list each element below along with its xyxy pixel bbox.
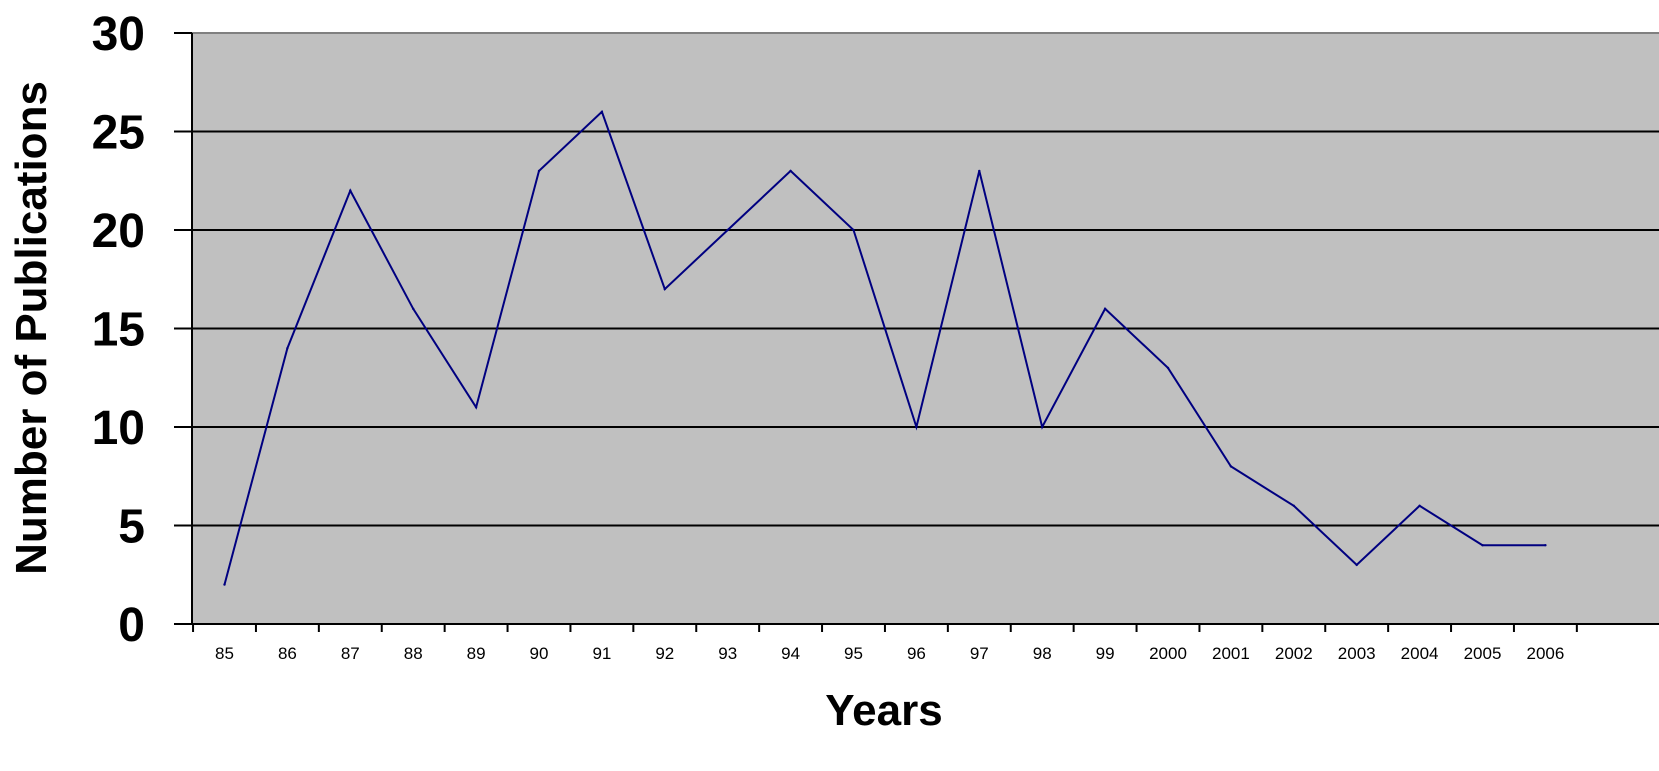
data-point [474, 406, 478, 409]
x-tick-label: 87 [341, 644, 360, 663]
x-tick-label: 97 [970, 644, 989, 663]
x-tick-label: 96 [907, 644, 926, 663]
data-point [852, 228, 855, 232]
x-tick-label: 90 [530, 644, 549, 663]
x-tick-label: 92 [655, 644, 674, 663]
x-tick-label: 93 [718, 644, 737, 663]
x-axis-title: Years [825, 686, 942, 735]
series-layer [223, 110, 1547, 586]
y-tick-label: 15 [92, 304, 145, 357]
data-point [1544, 544, 1547, 547]
x-tick-label: 2005 [1464, 644, 1502, 663]
data-point [1103, 307, 1107, 310]
data-point [412, 307, 415, 310]
y-tick-label: 10 [92, 402, 145, 455]
data-point [1481, 544, 1484, 547]
y-tick-label: 0 [118, 599, 145, 652]
x-tick-label: 2004 [1401, 644, 1439, 663]
data-point [537, 169, 541, 173]
y-tick-label: 25 [92, 107, 145, 160]
x-tick-label: 85 [215, 644, 234, 663]
x-tick-label: 89 [467, 644, 486, 663]
y-tick-label: 30 [92, 8, 145, 61]
data-point [286, 347, 289, 350]
y-tick-label: 5 [118, 501, 145, 554]
x-tick-label: 91 [592, 644, 611, 663]
x-tick-label: 94 [781, 644, 800, 663]
x-tick-label: 2006 [1526, 644, 1564, 663]
x-tick-label: 2002 [1275, 644, 1313, 663]
x-tick-label: 86 [278, 644, 297, 663]
data-point [1292, 504, 1296, 507]
data-point [1041, 425, 1044, 429]
data-point [978, 169, 981, 173]
data-point [600, 110, 604, 114]
series-line [223, 110, 1546, 585]
data-point [1355, 563, 1358, 567]
data-point [663, 287, 666, 291]
x-tick-label: 99 [1096, 644, 1115, 663]
data-point [726, 228, 729, 232]
x-axis: 85 86 87 88 89 90 91 92 93 94 95 96 97 98 99 2000 2001 20… [174, 623, 1659, 663]
y-axis-title: Number of Publications [7, 81, 56, 575]
x-tick-label: 2001 [1212, 644, 1250, 663]
data-point [789, 169, 792, 173]
y-axis: 0 5 10 15 20 25 30 [92, 8, 193, 652]
data-point [1229, 465, 1233, 468]
data-point [1166, 366, 1170, 370]
gridlines [192, 130, 1659, 527]
x-tick-label: 98 [1033, 644, 1052, 663]
data-point [915, 425, 918, 429]
x-tick-label: 88 [404, 644, 423, 663]
x-tick-label: 95 [844, 644, 863, 663]
data-point [223, 583, 226, 586]
y-tick-label: 20 [92, 205, 145, 258]
x-tick-label: 2003 [1338, 644, 1376, 663]
data-point [1418, 504, 1421, 507]
data-point [349, 189, 352, 192]
x-tick-label: 2000 [1149, 644, 1187, 663]
